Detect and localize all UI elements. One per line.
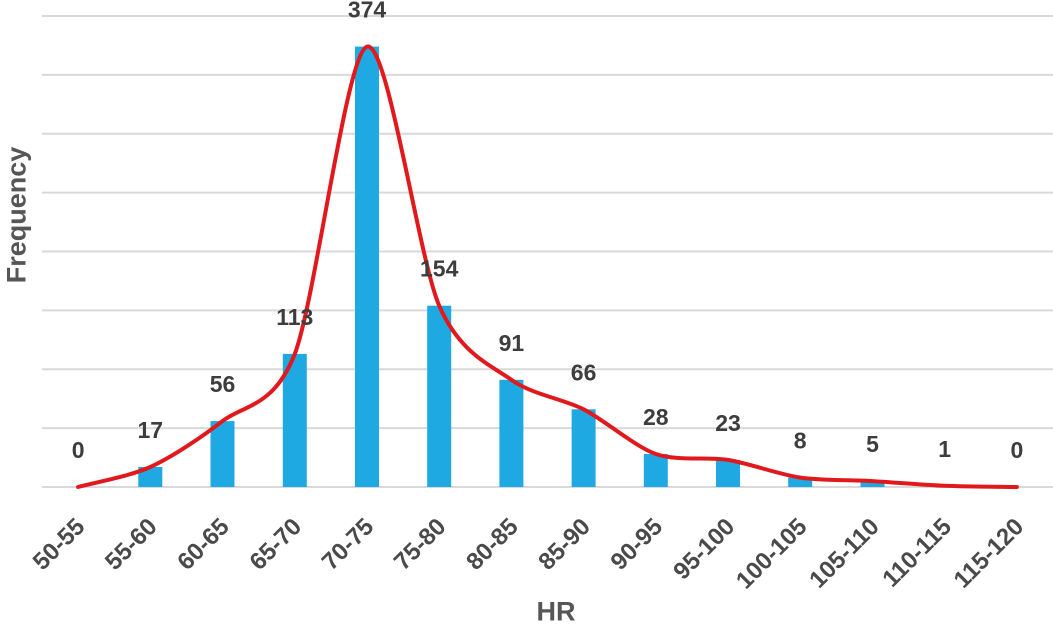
x-tick-110-115: 110-115 <box>877 513 957 593</box>
x-tick-65-70: 65-70 <box>245 513 308 576</box>
data-label-65-70: 113 <box>276 304 313 330</box>
bar-90-95 <box>643 454 668 487</box>
x-tick-90-95: 90-95 <box>606 513 669 576</box>
data-label-100-105: 8 <box>794 428 807 454</box>
x-tick-55-60: 55-60 <box>100 513 163 576</box>
x-tick-115-120: 115-120 <box>949 513 1029 593</box>
x-tick-80-85: 80-85 <box>461 513 524 576</box>
data-label-85-90: 66 <box>571 359 597 385</box>
x-tick-70-75: 70-75 <box>317 513 380 576</box>
data-label-70-75: 374 <box>348 0 387 23</box>
data-label-110-115: 1 <box>938 436 951 462</box>
x-tick-95-100: 95-100 <box>668 513 740 585</box>
bar-100-105 <box>788 477 813 487</box>
bar-60-65 <box>210 421 235 487</box>
y-axis-title: Frequency <box>1 146 32 284</box>
data-label-55-60: 17 <box>138 417 164 443</box>
data-label-50-55: 0 <box>72 437 85 463</box>
data-label-90-95: 28 <box>643 404 669 430</box>
x-tick-60-65: 60-65 <box>172 513 235 576</box>
bar-80-85 <box>499 379 524 487</box>
bar-55-60 <box>138 467 163 487</box>
data-label-75-80: 154 <box>420 256 459 282</box>
data-label-60-65: 56 <box>210 371 236 397</box>
x-tick-105-110: 105-110 <box>804 513 884 593</box>
bar-85-90 <box>571 409 596 487</box>
bar-95-100 <box>716 459 740 487</box>
data-label-105-110: 5 <box>866 431 879 457</box>
x-tick-75-80: 75-80 <box>389 513 452 576</box>
bar-65-70 <box>282 353 307 487</box>
data-label-95-100: 23 <box>715 410 741 436</box>
x-axis-title: HR <box>536 596 576 627</box>
bar-105-110 <box>860 481 885 487</box>
data-label-115-120: 0 <box>1011 437 1024 463</box>
bar-75-80 <box>427 305 452 487</box>
x-tick-85-90: 85-90 <box>533 513 596 576</box>
x-tick-100-105: 100-105 <box>731 513 812 594</box>
frequency-polygon-line <box>76 44 1019 489</box>
data-label-80-85: 91 <box>499 330 525 356</box>
x-tick-50-55: 50-55 <box>28 513 91 576</box>
bar-70-75 <box>355 46 379 487</box>
